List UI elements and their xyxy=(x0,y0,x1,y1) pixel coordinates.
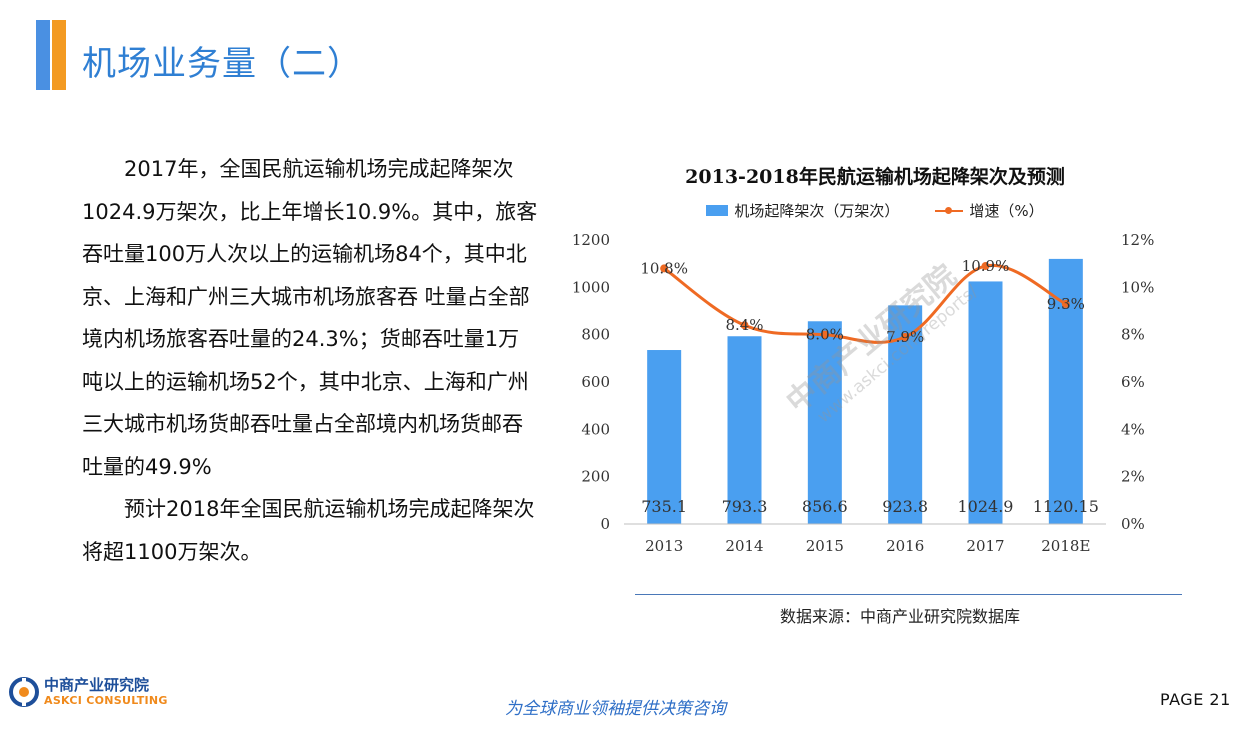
data-source: 数据来源：中商产业研究院数据库 xyxy=(780,607,1021,626)
y-right-tick-label: 2% xyxy=(1121,468,1145,486)
growth-line xyxy=(663,263,1067,344)
bar xyxy=(727,336,762,524)
growth-data-label: 8.0% xyxy=(806,326,844,344)
legend-item-bar: 机场起降架次（万架次） xyxy=(706,200,899,221)
y-left-tick-label: 600 xyxy=(581,373,610,391)
growth-point xyxy=(1061,299,1070,308)
body-paragraph-2: 预计2018年全国民航运输机场完成起降架次将超1100万架次。 xyxy=(82,497,535,564)
growth-point xyxy=(820,330,829,339)
y-right-tick-label: 12% xyxy=(1121,231,1154,249)
company-logo: 中商产业研究院 ASKCI CONSULTING xyxy=(8,676,168,708)
chart: 2013-2018年民航运输机场起降架次及预测 机场起降架次（万架次） 增速（%… xyxy=(565,150,1185,610)
legend-label-bar: 机场起降架次（万架次） xyxy=(734,202,900,220)
body-text: 2017年，全国民航运输机场完成起降架次1024.9万架次，比上年增长10.9%… xyxy=(82,148,540,573)
bar-data-label: 735.1 xyxy=(641,497,687,516)
growth-point xyxy=(901,333,910,342)
chart-plot: 0 200 400 600 800 1000 1200 0% 2% 4% 6% 8% 10% 12% 735… xyxy=(572,231,1155,555)
y-right-tick-label: 6% xyxy=(1121,373,1145,391)
chart-title: 2013-2018年民航运输机场起降架次及预测 xyxy=(685,166,1065,188)
logo-name-en: ASKCI CONSULTING xyxy=(44,694,168,707)
bar-data-label: 923.8 xyxy=(882,497,928,516)
growth-data-label: 10.8% xyxy=(640,259,688,277)
y-left-tick-label: 800 xyxy=(581,326,610,344)
bar xyxy=(647,350,682,524)
logo-text: 中商产业研究院 ASKCI CONSULTING xyxy=(44,676,168,708)
chart-legend: 机场起降架次（万架次） 增速（%） xyxy=(565,200,1185,221)
x-tick-label: 2017 xyxy=(966,537,1004,555)
y-left-tick-label: 1200 xyxy=(572,231,610,249)
legend-swatch-bar xyxy=(706,205,729,216)
x-tick-label: 2015 xyxy=(806,537,844,555)
y-left-tick-label: 200 xyxy=(581,468,610,486)
y-right-tick-label: 10% xyxy=(1121,278,1154,296)
x-tick-label: 2014 xyxy=(725,537,763,555)
y-right-tick-label: 0% xyxy=(1121,515,1145,533)
slogan: 为全球商业领袖提供决策咨询 xyxy=(505,699,726,719)
y-right-tick-label: 8% xyxy=(1121,326,1145,344)
source-divider xyxy=(635,594,1182,595)
bar-data-label: 1120.15 xyxy=(1033,497,1099,516)
body-paragraph-1: 2017年，全国民航运输机场完成起降架次1024.9万架次，比上年增长10.9%… xyxy=(82,157,538,479)
x-tick-label: 2013 xyxy=(645,537,683,555)
legend-item-line: 增速（%） xyxy=(935,200,1044,221)
x-tick-label: 2016 xyxy=(886,537,924,555)
x-tick-label: 2018E xyxy=(1041,537,1090,555)
growth-data-label: 8.4% xyxy=(725,316,763,334)
header-accent-blue xyxy=(36,20,50,90)
growth-data-label: 10.9% xyxy=(962,257,1010,275)
bar xyxy=(807,321,842,524)
y-left-tick-label: 400 xyxy=(581,420,610,438)
growth-data-label: 9.3% xyxy=(1047,295,1085,313)
page-number: PAGE 21 xyxy=(1160,690,1231,709)
growth-point xyxy=(981,262,990,271)
bar-data-label: 856.6 xyxy=(802,497,848,516)
header-accent-orange xyxy=(52,20,66,90)
bar xyxy=(968,281,1003,524)
bar-data-label: 1024.9 xyxy=(958,497,1014,516)
y-right-tick-label: 4% xyxy=(1121,420,1145,438)
bar-data-label: 793.3 xyxy=(722,497,768,516)
growth-point xyxy=(660,264,669,273)
legend-label-line: 增速（%） xyxy=(969,202,1044,220)
growth-point xyxy=(740,321,749,330)
page-title: 机场业务量（二） xyxy=(82,44,362,84)
logo-icon xyxy=(9,677,39,707)
legend-swatch-line xyxy=(935,205,964,216)
growth-data-label: 7.9% xyxy=(886,328,924,346)
y-left-tick-label: 1000 xyxy=(572,278,610,296)
y-left-tick-label: 0 xyxy=(600,515,610,533)
logo-name-cn: 中商产业研究院 xyxy=(44,676,150,694)
